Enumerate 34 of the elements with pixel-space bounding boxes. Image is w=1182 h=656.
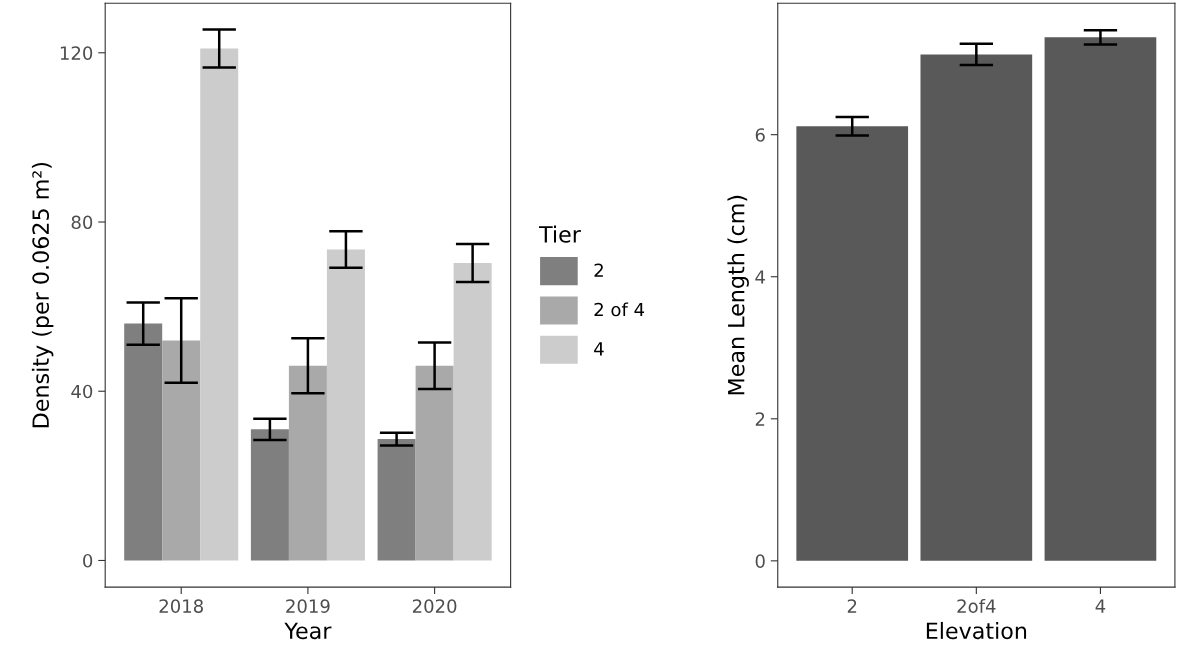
x-tick-label: 2020 <box>412 599 457 613</box>
bar <box>200 48 239 561</box>
y-axis-title: Density (per 0.0625 m²) <box>31 162 54 428</box>
y-tick-label: 0 <box>755 554 765 568</box>
y-tick-label: 80 <box>71 215 93 230</box>
y-tick-label: 2 <box>755 412 765 426</box>
y-tick-label: 120 <box>60 46 93 60</box>
x-axis-title: Year <box>284 622 332 640</box>
x-tick-label: 2019 <box>286 599 330 613</box>
y-tick-label: 0 <box>83 553 93 568</box>
bar <box>1044 37 1157 561</box>
bar <box>920 54 1033 561</box>
bar <box>415 365 454 561</box>
x-tick-label: 2018 <box>159 599 203 613</box>
bar <box>250 429 289 561</box>
x-axis-title: Elevation <box>926 621 1027 640</box>
bar <box>288 365 327 561</box>
bar <box>162 340 201 561</box>
bar <box>377 439 416 561</box>
legend-label: 2 <box>594 263 603 277</box>
x-tick-label: 2 <box>847 599 857 613</box>
legend-title: Tier <box>538 225 581 243</box>
y-tick-label: 4 <box>755 270 765 284</box>
x-tick-label: 2of4 <box>957 598 996 613</box>
legend-label: 2 of 4 <box>594 302 645 317</box>
y-axis-title: Mean Length (cm) <box>727 195 749 395</box>
bar <box>326 249 365 561</box>
bar <box>796 126 909 561</box>
y-tick-label: 6 <box>755 128 765 142</box>
x-tick-label: 4 <box>1095 599 1106 613</box>
legend-label: 4 <box>594 342 604 356</box>
bar <box>124 323 163 561</box>
bar <box>453 263 492 561</box>
y-tick-label: 40 <box>71 384 93 399</box>
